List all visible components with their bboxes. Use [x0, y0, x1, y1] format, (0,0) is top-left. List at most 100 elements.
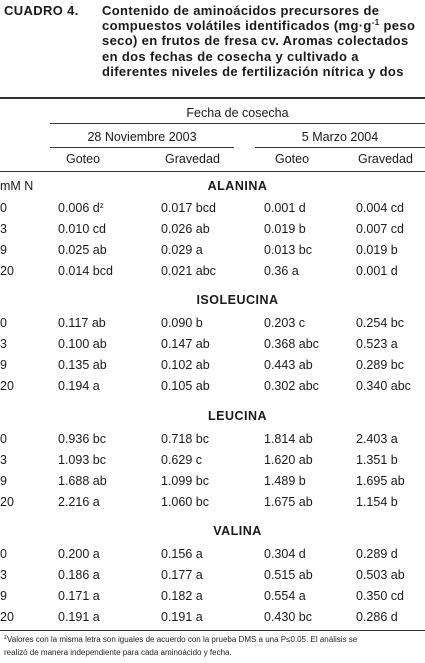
goteo2-cell: 0.368 abc: [264, 337, 319, 351]
goteo2-cell: 0.515 ab: [264, 568, 313, 582]
gravedad2-cell: 2.403 a: [356, 432, 398, 446]
goteo1-cell: 0.117 ab: [58, 316, 106, 330]
n-cell: 20: [0, 495, 14, 509]
n-cell: 0: [0, 432, 7, 446]
goteo2-cell: 0.302 abc: [264, 379, 319, 393]
n-cell: 9: [0, 243, 7, 257]
gravedad1-cell: 0.147 ab: [161, 337, 210, 351]
goteo1-cell: 0.200 a: [58, 547, 100, 561]
gravedad2-cell: 0.340 abc: [356, 379, 411, 393]
goteo1-cell: 0.936 bc: [58, 432, 106, 446]
col-goteo-1: Goteo: [66, 152, 101, 166]
goteo1-cell: 1.093 bc: [58, 453, 106, 467]
table-top-rule: [0, 97, 425, 99]
n-cell: 0: [0, 547, 7, 561]
caption-line: en dos fechas de cosecha y cultivado a: [102, 48, 359, 64]
goteo2-cell: 0.203 c: [264, 316, 306, 330]
gravedad1-cell: 0.718 bc: [161, 432, 209, 446]
date2-rule: [255, 147, 425, 148]
group-rule: [50, 123, 425, 124]
goteo1-cell: 0.014 bcd: [58, 264, 113, 278]
gravedad1-cell: 0.029 a: [161, 243, 203, 257]
caption-line: diferentes niveles de fertilización nítr…: [102, 63, 404, 79]
goteo2-cell: 0.013 bc: [264, 243, 312, 257]
gravedad2-cell: 1.351 b: [356, 453, 398, 467]
gravedad2-cell: 0.019 b: [356, 243, 398, 257]
footnote-line: zValores con la misma letra son iguales …: [4, 635, 358, 644]
gravedad1-cell: 0.629 c: [161, 453, 203, 467]
gravedad2-cell: 1.695 ab: [356, 474, 405, 488]
gravedad1-cell: 0.026 ab: [161, 222, 210, 236]
n-cell: 0: [0, 201, 7, 215]
footnote-line: realizó de manera independiente para cad…: [4, 648, 232, 657]
goteo2-cell: 1.675 ab: [264, 495, 313, 509]
gravedad2-cell: 1.154 b: [356, 495, 398, 509]
goteo1-cell: 1.688 ab: [58, 474, 107, 488]
n-cell: 3: [0, 568, 7, 582]
gravedad1-cell: 0.105 ab: [161, 379, 210, 393]
footnote-marker: z: [99, 201, 104, 210]
gravedad2-cell: 0.523 a: [356, 337, 398, 351]
date1-rule: [50, 147, 234, 148]
gravedad1-cell: 1.060 bc: [161, 495, 209, 509]
goteo2-cell: 0.019 b: [264, 222, 306, 236]
caption-line: compuestos volátiles identificados (mg·g…: [102, 18, 416, 34]
gravedad1-cell: 0.017 bcd: [161, 201, 216, 215]
goteo1-cell: 0.135 ab: [58, 358, 107, 372]
table-caption: CUADRO 4. Contenido de aminoácidos precur…: [4, 3, 422, 79]
footnote-marker: z: [4, 635, 7, 641]
n-cell: 3: [0, 337, 7, 351]
gravedad1-cell: 0.182 a: [161, 589, 203, 603]
goteo1-cell: 0.025 ab: [58, 243, 107, 257]
goteo2-cell: 1.489 b: [264, 474, 306, 488]
gravedad2-cell: 0.001 d: [356, 264, 398, 278]
goteo1-cell: 2.216 a: [58, 495, 100, 509]
gravedad2-cell: 0.004 cd: [356, 201, 404, 215]
goteo2-cell: 1.814 ab: [264, 432, 313, 446]
n-cell: 0: [0, 316, 7, 330]
n-cell: 9: [0, 474, 7, 488]
goteo1-cell: 0.191 a: [58, 610, 100, 624]
n-cell: 20: [0, 610, 14, 624]
goteo2-cell: 0.554 a: [264, 589, 306, 603]
goteo1-cell: 0.194 a: [58, 379, 100, 393]
group-title: Fecha de cosecha: [186, 106, 289, 120]
gravedad2-cell: 0.007 cd: [356, 222, 404, 236]
gravedad1-cell: 0.090 b: [161, 316, 203, 330]
section-title: ALANINA: [207, 179, 268, 193]
gravedad1-cell: 0.177 a: [161, 568, 203, 582]
section-title: LEUCINA: [207, 409, 268, 423]
col-goteo-2: Goteo: [275, 152, 310, 166]
gravedad2-cell: 0.286 d: [356, 610, 398, 624]
goteo1-cell: 0.100 ab: [58, 337, 107, 351]
goteo2-cell: 0.430 bc: [264, 610, 312, 624]
unit-superscript: -1: [371, 18, 380, 28]
goteo1-cell: 0.010 cd: [58, 222, 106, 236]
gravedad2-cell: 0.254 bc: [356, 316, 404, 330]
goteo2-cell: 0.001 d: [264, 201, 306, 215]
gravedad2-cell: 0.503 ab: [356, 568, 405, 582]
goteo1-cell: 0.171 a: [58, 589, 100, 603]
n-cell: 3: [0, 453, 7, 467]
header-bottom-rule: [0, 171, 425, 172]
caption-label: CUADRO 4.: [4, 3, 79, 18]
section-title: VALINA: [213, 524, 262, 538]
n-cell: 20: [0, 264, 14, 278]
table-bottom-rule: [0, 630, 425, 631]
n-cell: 9: [0, 358, 7, 372]
col-gravedad-2: Gravedad: [358, 152, 413, 166]
goteo2-cell: 0.36 a: [264, 264, 299, 278]
col-gravedad-1: Gravedad: [165, 152, 220, 166]
caption-line: CUADRO 4. Contenido de aminoácidos precur…: [4, 3, 380, 18]
gravedad1-cell: 1.099 bc: [161, 474, 209, 488]
n-cell: 3: [0, 222, 7, 236]
gravedad1-cell: 0.021 abc: [161, 264, 216, 278]
n-cell: 20: [0, 379, 14, 393]
row-unit-label: mM N: [0, 179, 34, 193]
table-footnote: zValores con la misma letra son iguales …: [4, 633, 424, 659]
caption-line: seco) en frutos de fresa cv. Aromas cole…: [102, 33, 409, 49]
date1-header: 28 Noviembre 2003: [87, 130, 197, 144]
gravedad2-cell: 0.289 bc: [356, 358, 404, 372]
gravedad2-cell: 0.289 d: [356, 547, 398, 561]
gravedad1-cell: 0.102 ab: [161, 358, 210, 372]
